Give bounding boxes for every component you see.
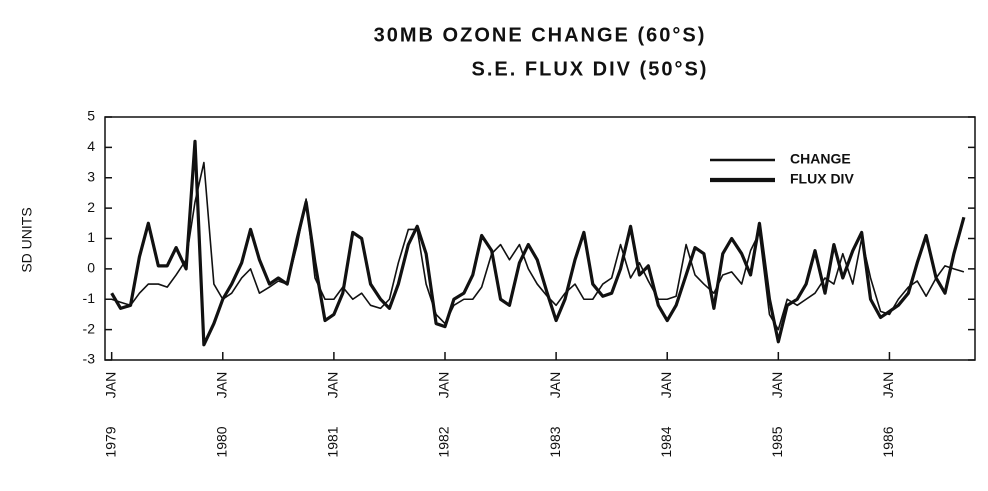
x-tick-label: 1980 <box>213 426 229 457</box>
y-tick-label: 2 <box>87 199 95 215</box>
legend-label: CHANGE <box>790 151 851 167</box>
x-tick-month-label: JAN <box>213 372 229 398</box>
y-tick-label: -3 <box>83 351 96 367</box>
x-tick-month-label: JAN <box>547 372 563 398</box>
x-tick-month-label: JAN <box>436 372 452 398</box>
y-tick-label: 5 <box>87 108 95 124</box>
chart-title: 30MB OZONE CHANGE (60°S) <box>374 24 707 46</box>
x-tick-month-label: JAN <box>769 372 785 398</box>
x-tick-label: 1984 <box>658 426 674 457</box>
x-tick-label: 1981 <box>325 426 341 457</box>
y-tick-label: 0 <box>87 260 95 276</box>
chart-subtitle: S.E. FLUX DIV (50°S) <box>472 58 709 80</box>
x-tick-label: 1983 <box>547 426 563 457</box>
x-tick-month-label: JAN <box>325 372 341 398</box>
y-tick-label: 4 <box>87 138 95 154</box>
y-tick-label: 3 <box>87 168 95 184</box>
y-tick-label: 1 <box>87 229 95 245</box>
y-tick-label: -1 <box>83 290 96 306</box>
legend-label: FLUX DIV <box>790 171 854 187</box>
x-tick-label: 1986 <box>880 426 896 457</box>
x-tick-label: 1985 <box>769 426 785 457</box>
y-axis-label: SD UNITS <box>19 207 35 272</box>
data-line <box>110 139 966 347</box>
x-tick-month-label: JAN <box>880 372 896 398</box>
x-tick-label: 1982 <box>436 426 452 457</box>
x-tick-label: 1979 <box>102 426 118 457</box>
data-line <box>111 161 965 331</box>
x-tick-month-label: JAN <box>658 372 674 398</box>
x-tick-month-label: JAN <box>102 372 118 398</box>
y-tick-label: -2 <box>83 320 96 336</box>
